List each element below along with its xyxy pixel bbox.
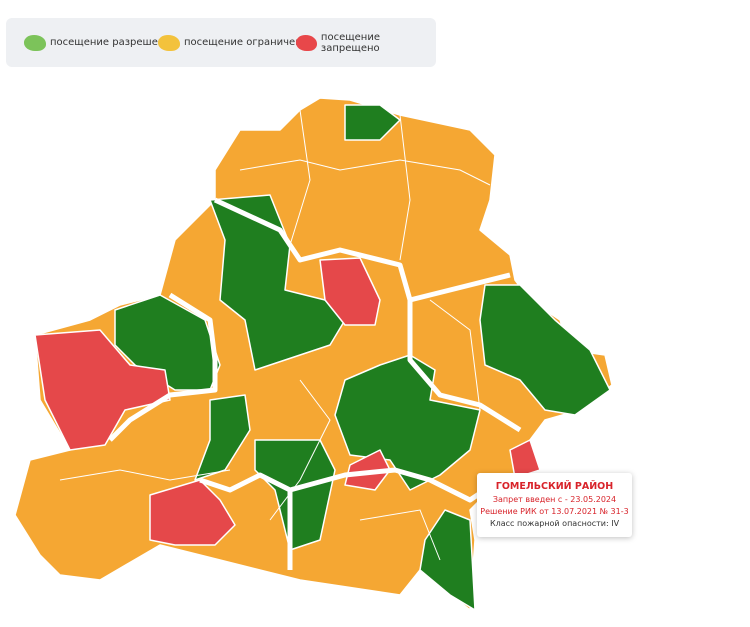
region-green[interactable]	[194, 394, 251, 481]
region-green[interactable]	[419, 509, 476, 611]
legend-label: посещение запрещено	[320, 31, 380, 54]
oblast-borders	[108, 197, 522, 570]
region-red[interactable]	[34, 329, 171, 451]
legend-item: посещение разрешено	[24, 18, 171, 67]
legend-label: посещение разрешено	[50, 37, 171, 48]
legend-label: посещение ограничено	[184, 37, 308, 48]
legend-swatch	[158, 34, 180, 51]
legend-item: посещение ограничено	[158, 18, 308, 67]
region-red[interactable]	[509, 439, 541, 479]
legend: посещение разрешено посещение ограничено п…	[6, 18, 436, 67]
tooltip-line: Запрет введен с - 23.05.2024	[492, 495, 617, 504]
tooltip-line: Решение РИК от 13.07.2021 № 31-3	[480, 507, 629, 516]
tooltip-title: ГОМЕЛЬСКИЙ РАЙОН	[495, 481, 614, 492]
legend-swatch	[296, 34, 317, 51]
legend-item: посещение запрещено	[296, 18, 436, 67]
region-green[interactable]	[344, 104, 401, 141]
region-red[interactable]	[319, 257, 381, 326]
region-red[interactable]	[344, 449, 391, 491]
legend-swatch	[24, 34, 46, 51]
tooltip: ГОМЕЛЬСКИЙ РАЙОН Запрет введен с - 23.05…	[477, 473, 632, 537]
district-borders	[59, 109, 491, 561]
tooltip-line: Класс пожарной опасности: IV	[489, 519, 620, 528]
region-green[interactable]	[479, 284, 611, 416]
